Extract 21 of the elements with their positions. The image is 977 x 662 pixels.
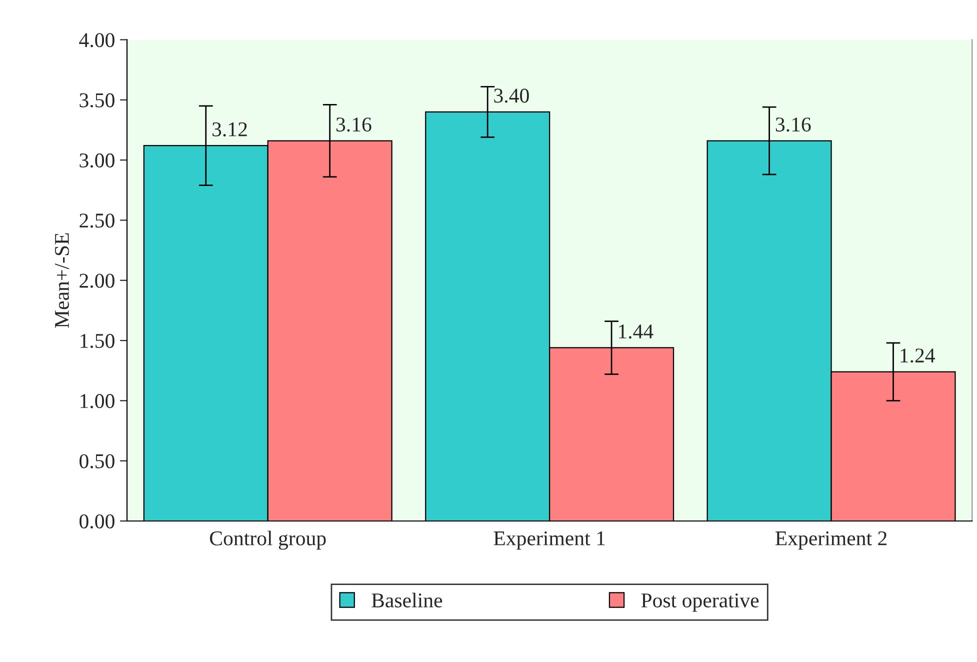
x-tick-label: Experiment 1	[494, 531, 605, 550]
data-label: 3.40	[494, 88, 529, 103]
y-tick-label: 2.00	[80, 274, 114, 288]
y-tick-label: 1.50	[80, 334, 114, 348]
y-tick-label: 3.00	[80, 153, 114, 168]
data-label: 1.24	[900, 348, 936, 363]
data-label: 3.12	[212, 122, 247, 136]
data-label: 3.16	[776, 118, 811, 132]
y-axis-title: Mean+/-SE	[54, 233, 69, 328]
y-tick-label: 4.00	[79, 33, 114, 48]
legend-label: Post operative	[641, 593, 759, 612]
y-tick-label: 0.50	[80, 454, 114, 468]
data-label: 1.44	[619, 324, 654, 339]
legend-label: Baseline	[372, 592, 442, 608]
x-tick-label: Control group	[210, 530, 326, 550]
x-tick-label: Experiment 2	[775, 531, 887, 550]
y-tick-label: 3.50	[80, 93, 114, 108]
data-label: 3.16	[336, 118, 372, 132]
y-tick-label: 0.00	[80, 514, 114, 529]
y-tick-label: 1.00	[80, 394, 114, 408]
y-tick-label: 2.50	[80, 214, 114, 228]
